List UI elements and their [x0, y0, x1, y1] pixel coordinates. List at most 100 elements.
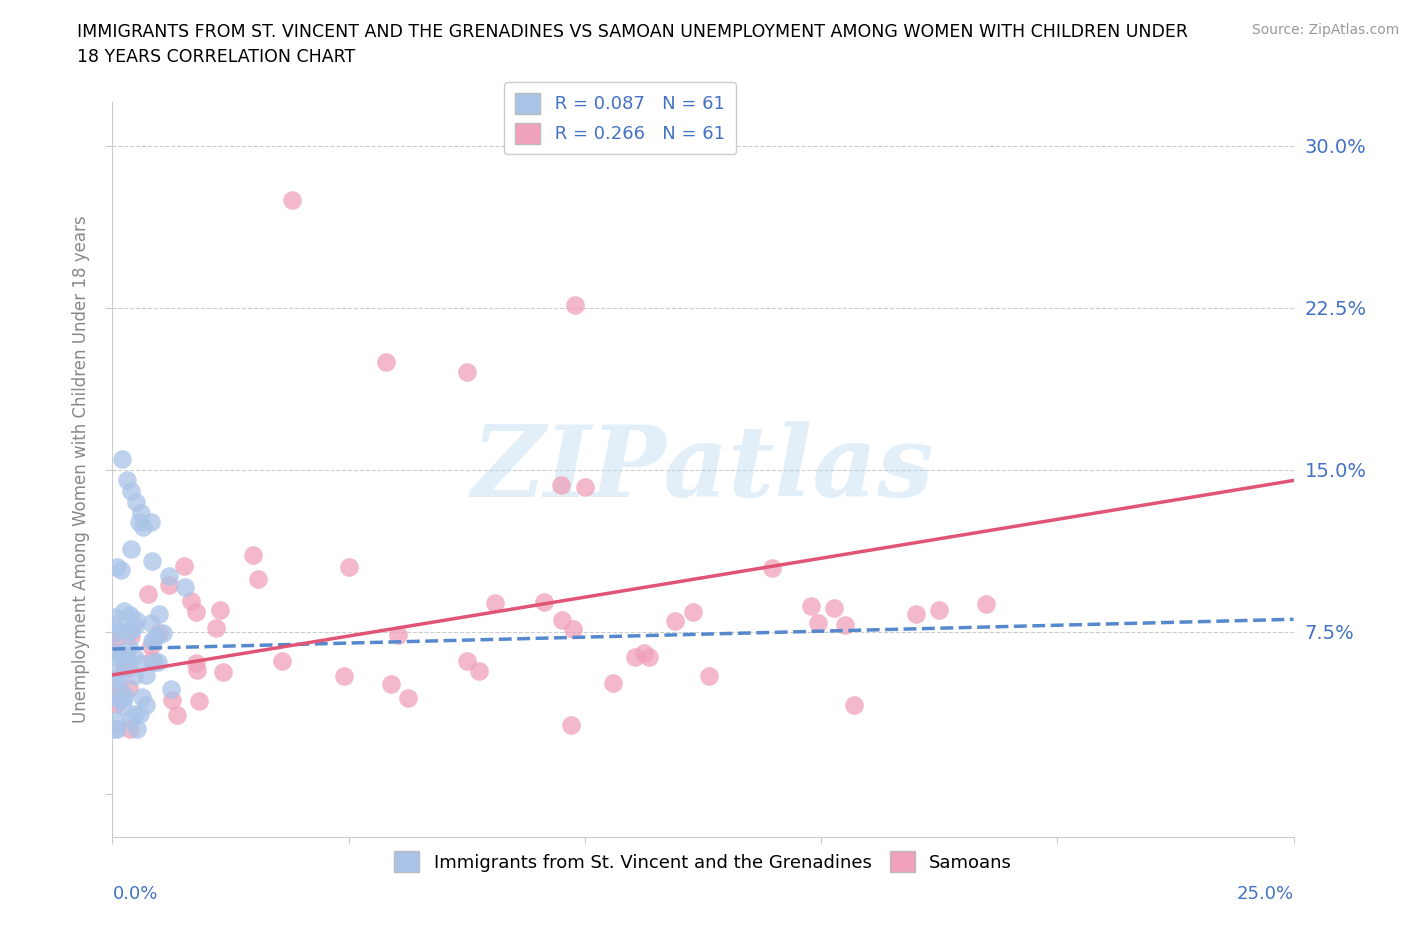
Point — [807, 616, 830, 631]
Point — [928, 603, 950, 618]
Point — [104, 672, 127, 687]
Point — [129, 656, 152, 671]
Point — [139, 638, 162, 653]
Text: 0.0%: 0.0% — [112, 884, 157, 902]
Text: Source: ZipAtlas.com: Source: ZipAtlas.com — [1251, 23, 1399, 37]
Point — [115, 473, 138, 488]
Point — [141, 553, 163, 568]
Point — [148, 626, 170, 641]
Point — [108, 686, 131, 701]
Point — [904, 607, 927, 622]
Point — [115, 647, 138, 662]
Point — [456, 365, 478, 379]
Point — [761, 561, 783, 576]
Point — [118, 608, 141, 623]
Point — [122, 669, 145, 684]
Text: 25.0%: 25.0% — [1236, 884, 1294, 902]
Point — [118, 624, 141, 639]
Point — [160, 693, 183, 708]
Point — [184, 604, 207, 619]
Point — [120, 629, 142, 644]
Point — [166, 707, 188, 722]
Point — [118, 640, 141, 655]
Point — [108, 692, 131, 707]
Point — [602, 676, 624, 691]
Point — [533, 594, 555, 609]
Point — [697, 668, 720, 683]
Point — [664, 613, 686, 628]
Point — [112, 603, 135, 618]
Point — [107, 690, 129, 705]
Point — [212, 665, 235, 680]
Point — [186, 656, 208, 671]
Point — [118, 681, 141, 696]
Point — [103, 722, 125, 737]
Point — [120, 542, 142, 557]
Point — [562, 622, 585, 637]
Point — [148, 606, 170, 621]
Point — [800, 599, 823, 614]
Point — [564, 298, 586, 312]
Point — [976, 596, 998, 611]
Point — [633, 645, 655, 660]
Point — [180, 593, 202, 608]
Point — [834, 618, 856, 632]
Point — [110, 623, 132, 638]
Point — [127, 722, 149, 737]
Point — [107, 675, 129, 690]
Point — [131, 690, 153, 705]
Point — [638, 649, 661, 664]
Point — [120, 623, 142, 638]
Point — [375, 354, 398, 369]
Point — [209, 603, 232, 618]
Point — [574, 480, 596, 495]
Point — [174, 580, 197, 595]
Point — [143, 655, 166, 670]
Point — [281, 193, 304, 207]
Text: 18 YEARS CORRELATION CHART: 18 YEARS CORRELATION CHART — [77, 48, 356, 66]
Point — [456, 653, 478, 668]
Point — [624, 649, 647, 664]
Point — [141, 652, 163, 667]
Point — [205, 621, 228, 636]
Point — [396, 691, 419, 706]
Point — [128, 515, 150, 530]
Point — [111, 649, 134, 664]
Point — [139, 515, 162, 530]
Point — [135, 698, 157, 712]
Point — [110, 660, 132, 675]
Point — [117, 660, 139, 675]
Point — [551, 613, 574, 628]
Point — [157, 568, 180, 583]
Point — [128, 707, 150, 722]
Point — [107, 650, 129, 665]
Point — [271, 653, 294, 668]
Point — [842, 698, 865, 712]
Point — [188, 694, 211, 709]
Point — [560, 718, 582, 733]
Point — [105, 722, 128, 737]
Point — [129, 505, 152, 520]
Point — [387, 628, 409, 643]
Point — [160, 682, 183, 697]
Point — [135, 668, 157, 683]
Point — [125, 613, 148, 628]
Point — [104, 609, 127, 624]
Point — [115, 656, 138, 671]
Point — [136, 586, 159, 601]
Point — [105, 697, 128, 711]
Point — [131, 520, 153, 535]
Point — [468, 663, 491, 678]
Point — [112, 686, 135, 701]
Text: IMMIGRANTS FROM ST. VINCENT AND THE GRENADINES VS SAMOAN UNEMPLOYMENT AMONG WOME: IMMIGRANTS FROM ST. VINCENT AND THE GREN… — [77, 23, 1188, 41]
Point — [110, 648, 132, 663]
Point — [146, 628, 169, 643]
Point — [110, 563, 132, 578]
Point — [122, 649, 145, 664]
Point — [112, 660, 135, 675]
Point — [157, 578, 180, 592]
Point — [125, 495, 148, 510]
Text: ZIPatlas: ZIPatlas — [472, 421, 934, 518]
Point — [550, 477, 572, 492]
Point — [823, 600, 845, 615]
